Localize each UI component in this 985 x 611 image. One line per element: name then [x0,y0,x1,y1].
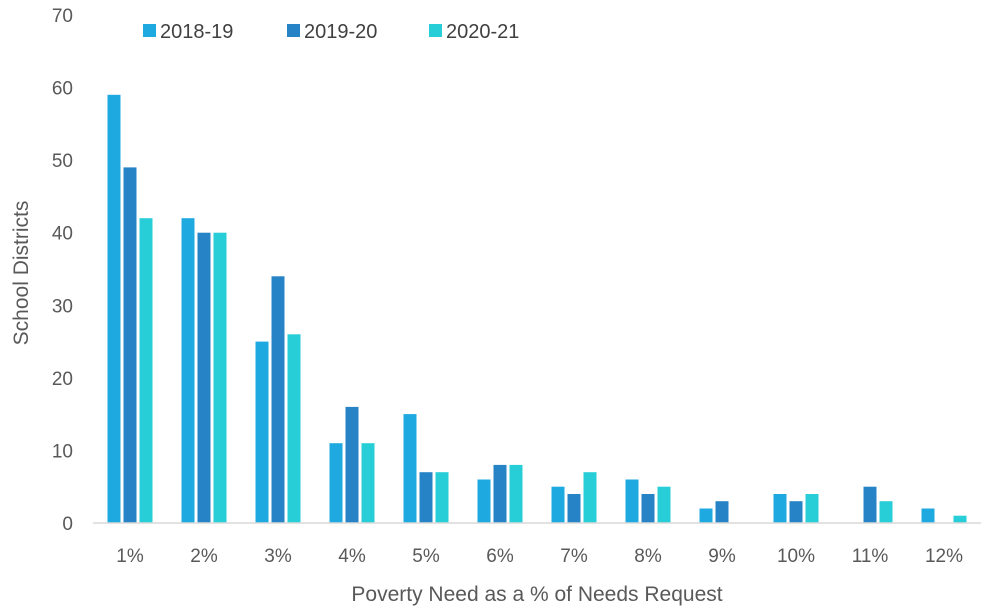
bar-2019-20-4% [345,406,359,523]
y-tick-label: 60 [52,79,73,100]
y-tick-label: 50 [52,151,73,172]
x-tick-label: 8% [634,546,662,567]
y-tick-label: 0 [62,514,73,535]
bar-2018-19-8% [625,479,639,523]
bar-2020-21-2% [213,232,227,523]
x-tick-label: 12% [925,546,963,567]
x-tick-label: 9% [708,546,736,567]
bar-2018-19-7% [551,486,565,523]
bar-2019-20-2% [197,232,211,523]
bar-2018-19-6% [477,479,491,523]
y-tick-label: 70 [52,6,73,27]
bar-2019-20-6% [493,464,507,523]
bar-2020-21-11% [879,501,893,523]
x-tick-label: 1% [116,546,144,567]
bar-2018-19-10% [773,494,787,523]
bar-2019-20-7% [567,494,581,523]
x-tick-label: 5% [412,546,440,567]
bar-2018-19-5% [403,414,417,523]
bar-2018-19-1% [107,94,121,524]
legend-label: 2020-21 [446,21,519,43]
bar-2019-20-9% [715,501,729,523]
legend-swatch [143,24,156,37]
x-axis-title: Poverty Need as a % of Needs Request [351,583,722,606]
bar-2020-21-6% [509,464,523,523]
bar-2019-20-8% [641,494,655,523]
x-axis-ticks: 1% 2% 3% 4% 5% 6% 7% 8% 9% 10% 11% 12% [116,546,963,567]
bar-2020-21-4% [361,443,375,523]
bar-2019-20-1% [123,167,137,523]
bar-2020-21-1% [139,218,153,523]
legend-swatch [429,24,442,37]
bar-2018-19-12% [921,508,935,523]
bar-2019-20-3% [271,276,285,523]
x-tick-label: 10% [777,546,815,567]
x-tick-label: 6% [486,546,514,567]
bar-2020-21-3% [287,334,301,523]
legend-swatch [287,24,300,37]
y-axis-ticks: 0 10 20 30 40 50 60 70 [52,6,73,535]
legend: 2018-19 2019-20 2020-21 [143,21,519,43]
x-tick-label: 11% [852,546,889,567]
x-tick-label: 3% [264,546,292,567]
y-axis-title: School Districts [10,201,33,346]
y-tick-label: 30 [52,296,73,317]
x-tick-label: 7% [560,546,588,567]
y-tick-label: 10 [52,441,73,462]
bar-2018-19-9% [699,508,713,523]
bar-2020-21-8% [657,486,671,523]
legend-label: 2019-20 [304,21,377,43]
bars [107,94,967,524]
bar-2020-21-5% [435,472,449,523]
bar-2018-19-3% [255,341,269,523]
bar-2019-20-10% [789,501,803,523]
bar-2018-19-4% [329,443,343,523]
bar-2020-21-10% [805,494,819,523]
bar-2019-20-11% [863,486,877,523]
bar-2020-21-7% [583,472,597,523]
x-tick-label: 2% [190,546,218,567]
bar-2018-19-2% [181,218,195,523]
bar-2020-21-12% [953,515,967,523]
x-tick-label: 4% [338,546,366,567]
y-tick-label: 20 [52,369,73,390]
legend-label: 2018-19 [160,21,233,43]
bar-2019-20-5% [419,472,433,523]
y-tick-label: 40 [52,224,73,245]
